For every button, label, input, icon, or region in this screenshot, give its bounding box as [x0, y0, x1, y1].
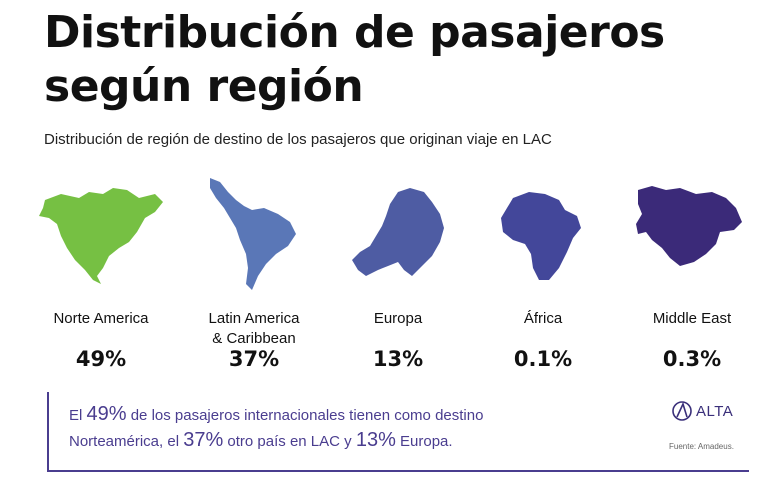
title-line-1: Distribución de pasajeros: [44, 7, 665, 58]
region-name-middle-east: Middle East: [652, 310, 732, 327]
region-name-africa: África: [523, 310, 563, 327]
europe-map-icon: [352, 188, 444, 276]
summary-callout: El 49% de los pasajeros internacionales …: [47, 392, 749, 472]
africa-shape: [501, 192, 581, 280]
region-norte-america: Norte America 49%: [31, 172, 171, 371]
region-value-latin-america: 37%: [228, 347, 280, 371]
title-line-2: según región: [44, 61, 364, 112]
subtitle: Distribución de región de destino de los…: [44, 131, 552, 148]
middle-east-map-icon: [636, 186, 742, 266]
region-latin-america: Latin America & Caribbean 37%: [184, 172, 324, 371]
highlight-13: 13%: [355, 429, 396, 451]
region-value-norte-america: 49%: [75, 347, 127, 371]
region-africa: África 0.1%: [473, 172, 613, 371]
north-america-shape: [39, 188, 163, 284]
alta-logo-text: ALTA: [696, 402, 734, 420]
latin-america-shape: [210, 178, 296, 290]
latin-america-map-icon: [210, 178, 296, 290]
highlight-49: 49%: [86, 403, 127, 425]
middle-east-shape: [636, 186, 742, 266]
region-middle-east: Middle East 0.3%: [622, 172, 762, 371]
alta-logo-icon: [672, 401, 692, 421]
summary-text: El 49% de los pasajeros internacionales …: [69, 403, 484, 451]
source-note: Fuente: Amadeus.: [669, 442, 734, 451]
highlight-37: 37%: [183, 429, 224, 451]
region-value-europa: 13%: [372, 347, 424, 371]
europe-shape: [352, 188, 444, 276]
africa-map-icon: [501, 192, 581, 280]
region-value-middle-east: 0.3%: [662, 347, 722, 371]
region-europa: Europa 13%: [328, 172, 468, 371]
alta-logo: ALTA: [671, 400, 733, 422]
region-name-norte-america: Norte America: [53, 310, 149, 327]
region-value-africa: 0.1%: [513, 347, 573, 371]
region-name-europa: Europa: [373, 310, 423, 327]
north-america-map-icon: [39, 188, 163, 284]
region-name-latin-america: Latin America & Caribbean: [208, 310, 300, 347]
page-title: Distribución de pasajeros según región: [44, 6, 665, 114]
